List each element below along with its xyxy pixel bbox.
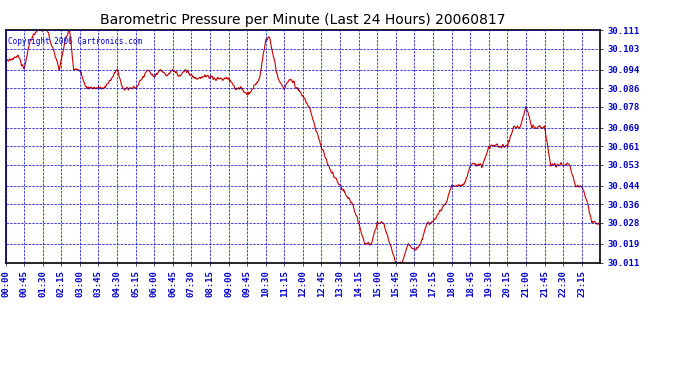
Text: Copyright 2006 Cartronics.com: Copyright 2006 Cartronics.com (8, 37, 143, 46)
Title: Barometric Pressure per Minute (Last 24 Hours) 20060817: Barometric Pressure per Minute (Last 24 … (100, 13, 506, 27)
